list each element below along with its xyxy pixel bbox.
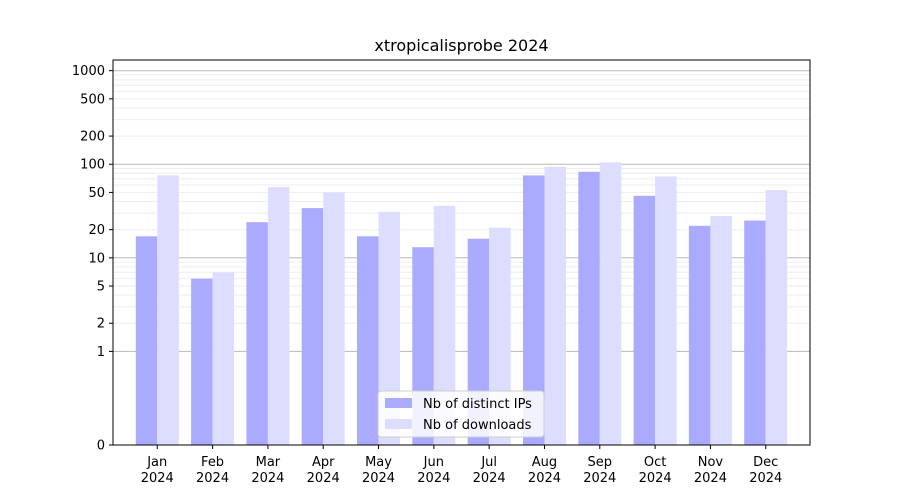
bar-distinct-ips: [301, 208, 324, 445]
bar-downloads: [710, 216, 732, 445]
bar-distinct-ips: [578, 171, 600, 446]
x-axis: Jan 2024 Feb 2024 Mar 2024 Apr 2024 May 2024 Jun 20…: [141, 445, 782, 486]
x-tick-label: Dec 2024: [749, 455, 782, 486]
bar-downloads: [433, 205, 456, 445]
y-tick-label: 0: [97, 439, 105, 454]
x-tick-label: Aug 2024: [528, 455, 561, 486]
plot-frame: [112, 59, 811, 446]
bar-downloads: [599, 162, 622, 446]
bar-downloads: [157, 175, 179, 445]
bar-downloads: [544, 166, 566, 446]
y-tick-label: 50: [88, 186, 105, 201]
bar-distinct-ips: [135, 236, 158, 445]
legend-box: [377, 390, 545, 438]
legend-label: Nb of downloads: [423, 418, 532, 433]
y-tick-label: 1000: [72, 64, 105, 79]
x-tick-label: Mar 2024: [251, 455, 284, 486]
x-tick-label: Jun 2024: [417, 455, 450, 486]
x-tick-label: May 2024: [362, 455, 395, 486]
x-tick-label: Nov 2024: [694, 455, 727, 486]
bar-distinct-ips: [246, 222, 268, 445]
x-tick-label: Apr 2024: [307, 455, 340, 486]
y-tick-label: 500: [80, 92, 105, 107]
bar-distinct-ips: [744, 220, 766, 445]
x-tick-label: Oct 2024: [639, 455, 672, 486]
bar-downloads: [267, 187, 290, 445]
y-axis: 0 1 2 5 10 20 50 100 200 500 1000: [72, 64, 113, 454]
legend-label: Nb of distinct IPs: [423, 397, 532, 412]
legend-swatch: [385, 419, 412, 429]
y-tick-label: 200: [80, 130, 105, 145]
y-tick-label: 2: [97, 317, 105, 332]
bar-downloads: [765, 190, 788, 445]
legend-swatch: [385, 398, 412, 408]
y-tick-label: 1: [97, 345, 105, 360]
y-tick-label: 100: [80, 158, 105, 173]
bars: [135, 162, 788, 446]
bar-distinct-ips: [357, 236, 379, 445]
bar-downloads: [323, 192, 345, 445]
bar-downloads: [655, 176, 677, 445]
bar-downloads: [378, 211, 400, 445]
bar-distinct-ips: [688, 225, 711, 445]
y-tick-label: 10: [88, 251, 105, 266]
bar-downloads: [212, 272, 235, 445]
x-tick-label: Jul 2024: [473, 455, 506, 486]
x-tick-label: Feb 2024: [196, 455, 229, 486]
x-tick-label: Sep 2024: [583, 455, 616, 486]
x-tick-label: Jan 2024: [141, 455, 174, 486]
legend: Nb of distinct IPs Nb of downloads: [377, 390, 545, 438]
chart-title: xtropicalisprobe 2024: [374, 36, 548, 55]
y-tick-label: 20: [88, 223, 105, 238]
bar-distinct-ips: [633, 195, 656, 445]
y-tick-label: 5: [97, 280, 105, 295]
bar-distinct-ips: [191, 278, 213, 445]
bar-distinct-ips: [523, 175, 545, 445]
